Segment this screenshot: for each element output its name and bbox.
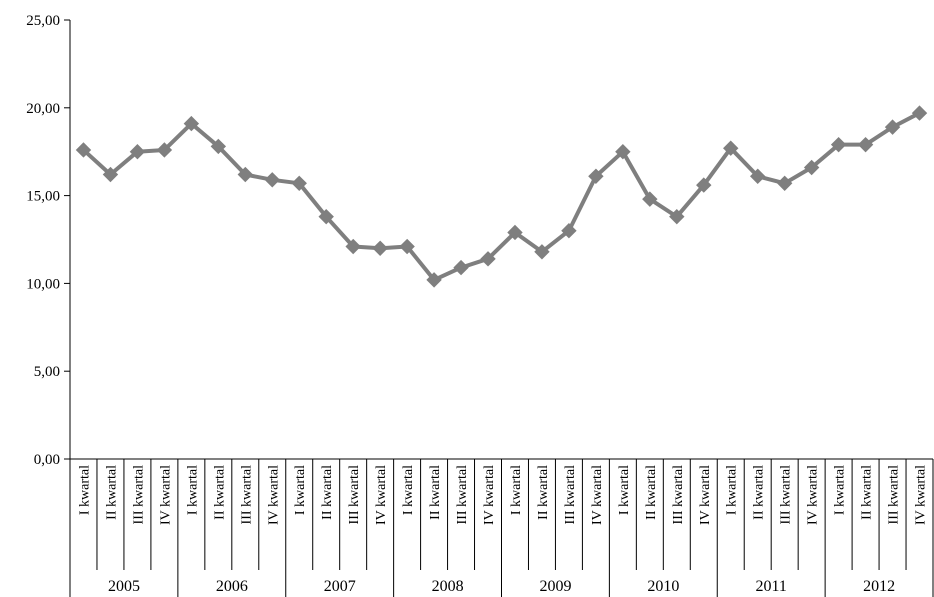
data-point-marker	[237, 166, 254, 183]
data-point-marker	[588, 168, 604, 184]
quarter-label: II kwartal	[860, 465, 875, 520]
quarter-label: IV kwartal	[590, 465, 605, 525]
quarter-label: I kwartal	[293, 465, 308, 515]
year-label: 2010	[647, 578, 679, 595]
data-point-marker	[749, 168, 766, 184]
data-point-marker	[264, 172, 280, 188]
year-label: 2006	[216, 578, 248, 595]
data-point-marker	[426, 272, 442, 288]
data-point-marker	[318, 208, 334, 225]
quarter-label: II kwartal	[320, 465, 335, 520]
quarter-label: IV kwartal	[158, 465, 173, 525]
quarter-label: I kwartal	[509, 465, 524, 515]
quarter-label: I kwartal	[617, 465, 632, 515]
y-tick-label: 15,00	[26, 189, 60, 205]
quarter-label: I kwartal	[833, 465, 848, 515]
year-label: 2008	[432, 578, 464, 595]
quarter-label: III kwartal	[131, 465, 146, 525]
data-point-marker	[534, 244, 550, 260]
data-point-marker	[345, 238, 361, 255]
data-series	[75, 105, 928, 288]
x-axis: I kwartal II kwartal III kwartal IV kwartal…	[69, 458, 934, 597]
data-point-marker	[129, 143, 146, 160]
quarter-label: I kwartal	[725, 465, 740, 515]
data-point-marker	[884, 119, 901, 135]
quarter-label: II kwartal	[212, 465, 227, 520]
year-label: 2009	[539, 578, 571, 595]
year-label: 2012	[863, 578, 895, 595]
y-axis: 0,00 5,00 10,00 15,00 20,00 25,00	[26, 13, 71, 468]
quarter-label: II kwartal	[644, 465, 659, 520]
y-tick-label: 5,00	[34, 364, 60, 380]
data-point-marker	[75, 142, 92, 158]
year-label: 2011	[755, 578, 786, 595]
data-point-marker	[776, 175, 793, 192]
data-point-marker	[102, 166, 119, 183]
quarter-label: IV kwartal	[374, 465, 389, 525]
data-point-marker	[696, 177, 712, 193]
quarter-label: III kwartal	[347, 465, 362, 525]
quarter-label: III kwartal	[563, 465, 578, 525]
data-point-marker	[803, 159, 820, 176]
data-point-marker	[857, 136, 874, 153]
quarter-label: III kwartal	[239, 465, 254, 525]
data-point-marker	[156, 142, 173, 158]
quarter-label: II kwartal	[752, 465, 767, 520]
data-point-marker	[669, 208, 685, 225]
quarter-label: IV kwartal	[266, 465, 281, 525]
data-point-marker	[183, 115, 200, 132]
y-tick-label: 0,00	[34, 452, 60, 468]
quarter-label: II kwartal	[104, 465, 119, 520]
quarter-label: I kwartal	[77, 465, 92, 515]
quarter-label: III kwartal	[779, 465, 794, 525]
quarter-label: I kwartal	[185, 465, 200, 515]
data-point-marker	[399, 238, 415, 255]
y-tick-label: 20,00	[26, 101, 60, 117]
data-point-marker	[830, 136, 847, 153]
data-point-marker	[615, 143, 631, 160]
quarter-label: IV kwartal	[914, 465, 929, 525]
data-point-marker	[453, 259, 469, 276]
year-label: 2005	[108, 578, 140, 595]
data-point-marker	[291, 175, 307, 192]
quarter-label: III kwartal	[671, 465, 686, 525]
data-point-marker	[210, 138, 227, 155]
y-tick-label: 10,00	[26, 276, 60, 292]
quarter-label: II kwartal	[536, 465, 551, 520]
quarter-label: IV kwartal	[806, 465, 821, 525]
data-point-marker	[507, 224, 523, 241]
y-tick-label: 25,00	[26, 13, 60, 29]
quarter-label: I kwartal	[401, 465, 416, 515]
data-point-marker	[723, 140, 739, 156]
quarter-label: III kwartal	[887, 465, 902, 525]
year-label: 2007	[324, 578, 356, 595]
data-point-marker	[911, 105, 928, 121]
data-point-marker	[372, 240, 388, 256]
quarter-label: III kwartal	[455, 465, 470, 525]
data-point-marker	[561, 223, 577, 239]
series-line	[82, 111, 921, 282]
data-point-marker	[480, 251, 496, 267]
quarter-label: IV kwartal	[698, 465, 713, 525]
quarter-label: IV kwartal	[482, 465, 497, 525]
quarter-label: II kwartal	[428, 465, 443, 520]
data-point-marker	[642, 191, 658, 207]
